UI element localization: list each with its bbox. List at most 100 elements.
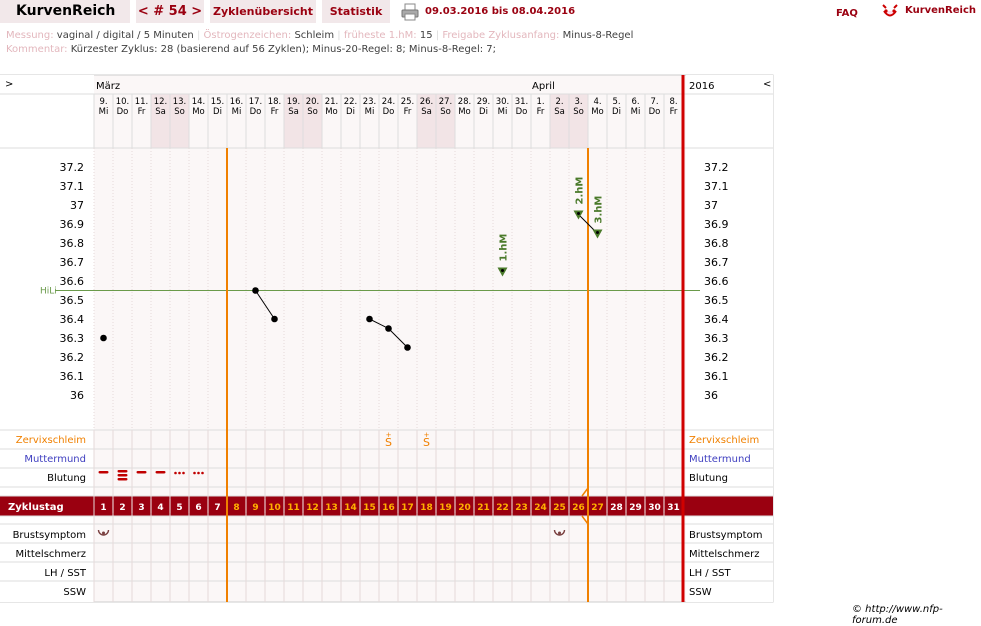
temp-tick-left: 37.1 bbox=[60, 180, 85, 193]
breast-symptom-icon bbox=[553, 529, 566, 536]
weekday-label: Do bbox=[117, 107, 129, 117]
bleeding-heavy bbox=[117, 474, 128, 477]
cycle-day-number: 21 bbox=[477, 503, 490, 513]
cycle-day-number: 19 bbox=[439, 503, 452, 513]
prev-cycle-button[interactable]: > bbox=[5, 79, 13, 90]
day-number: 28. bbox=[458, 97, 472, 107]
cycle-overview-tab[interactable]: Zyklenübersicht bbox=[210, 0, 316, 23]
faq-link[interactable]: FAQ bbox=[836, 8, 858, 19]
temp-tick-right: 36.8 bbox=[704, 237, 729, 250]
weekday-label: Di bbox=[612, 107, 621, 117]
day-number: 5. bbox=[612, 97, 620, 107]
weekday-label: Fr bbox=[537, 107, 545, 117]
date-range: 09.03.2016 bis 08.04.2016 bbox=[425, 6, 576, 17]
weekday-label: Sa bbox=[155, 107, 166, 117]
higher-measurement-label: 3.hM bbox=[594, 196, 605, 224]
cycle-day-number: 2 bbox=[119, 503, 125, 513]
weekday-label: Fr bbox=[670, 107, 678, 117]
day-number: 12. bbox=[154, 97, 168, 107]
cycle-day-number: 13 bbox=[325, 503, 338, 513]
cycle-day-number: 5 bbox=[176, 503, 182, 513]
kommentar-value: Kürzester Zyklus: 28 (basierend auf 56 Z… bbox=[70, 44, 496, 55]
weekday-label: Mi bbox=[498, 107, 508, 117]
weekday-label: Fr bbox=[138, 107, 146, 117]
day-number: 27. bbox=[439, 97, 453, 107]
temp-tick-left: 36.7 bbox=[60, 256, 85, 269]
breast-symptom-dot bbox=[558, 531, 561, 535]
ssw-label: SSW bbox=[63, 587, 86, 598]
freigabe-label: Freigabe Zyklusanfang: bbox=[442, 30, 560, 41]
day-number: 11. bbox=[135, 97, 149, 107]
cycle-day-number: 28 bbox=[610, 503, 623, 513]
temp-tick-right: 36.2 bbox=[704, 351, 729, 364]
higher-measurement-label: 1.hM bbox=[499, 234, 510, 262]
hm-value: 15 bbox=[419, 30, 433, 41]
cycle-day-number: 12 bbox=[306, 503, 319, 513]
logo-text[interactable]: KurvenReich bbox=[905, 5, 977, 16]
bleeding-heavy bbox=[117, 470, 128, 473]
chart-frame bbox=[0, 74, 774, 603]
weekday-label: Fr bbox=[271, 107, 279, 117]
print-icon[interactable] bbox=[401, 3, 419, 21]
brustsymptom-label-right: Brustsymptom bbox=[689, 530, 762, 541]
hm-label: früheste 1.hM: bbox=[343, 30, 417, 41]
weekday-label: So bbox=[573, 107, 584, 117]
day-number: 20. bbox=[306, 97, 320, 107]
weekend-shade bbox=[550, 94, 569, 148]
temp-tick-left: 36.4 bbox=[60, 313, 85, 326]
next-cycle-button[interactable]: < bbox=[763, 79, 771, 90]
zervix-label: Zervixschleim bbox=[16, 435, 86, 446]
blutung-label: Blutung bbox=[47, 473, 86, 484]
statistics-tab[interactable]: Statistik bbox=[322, 0, 390, 23]
cycle-day-number: 18 bbox=[420, 503, 433, 513]
kurvenreich-logo-icon bbox=[880, 2, 900, 20]
day-number: 9. bbox=[99, 97, 107, 107]
weekday-label: Mi bbox=[232, 107, 242, 117]
limit-chevron bbox=[581, 487, 589, 525]
cycle-day-number: 8 bbox=[233, 503, 239, 513]
info-line-1: Messung: vaginal / digital / 5 Minuten |… bbox=[6, 30, 634, 41]
day-number: 16. bbox=[230, 97, 244, 107]
cycle-day-number: 22 bbox=[496, 503, 509, 513]
higher-measurement-dot bbox=[577, 212, 580, 215]
temp-tick-right: 36.9 bbox=[704, 218, 729, 231]
weekend-shade bbox=[417, 94, 436, 148]
oestrogen-label: Östrogenzeichen: bbox=[203, 30, 292, 41]
lh-sst-label-right: LH / SST bbox=[689, 568, 732, 579]
cycle-nav-button[interactable]: < # 54 > bbox=[136, 0, 204, 23]
temp-tick-left: 36.6 bbox=[60, 275, 85, 288]
bleeding-spotting bbox=[182, 471, 185, 475]
cycle-day-number: 15 bbox=[363, 503, 376, 513]
breast-symptom-dot bbox=[102, 531, 105, 535]
cycle-day-number: 16 bbox=[382, 503, 395, 513]
day-number: 30. bbox=[496, 97, 510, 107]
temp-tick-right: 37.2 bbox=[704, 161, 729, 174]
cycle-day-number: 7 bbox=[214, 503, 220, 513]
bleeding-spotting bbox=[178, 471, 181, 475]
cycle-day-number: 14 bbox=[344, 503, 357, 513]
day-number: 15. bbox=[211, 97, 225, 107]
weekday-label: Do bbox=[516, 107, 528, 117]
weekend-shade bbox=[170, 94, 189, 148]
bleeding-medium bbox=[136, 471, 147, 474]
bleeding-spotting bbox=[174, 471, 177, 475]
temperature-point bbox=[100, 334, 107, 342]
temp-tick-left: 36.2 bbox=[60, 351, 85, 364]
lh-sst-label: LH / SST bbox=[44, 568, 87, 579]
temperature-point bbox=[271, 315, 278, 323]
temp-tick-right: 36.1 bbox=[704, 370, 729, 383]
temperature-point bbox=[252, 287, 259, 294]
weekday-label: Do bbox=[649, 107, 661, 117]
muttermund-label-right: Muttermund bbox=[689, 454, 751, 465]
day-number: 10. bbox=[116, 97, 130, 107]
bleeding-heavy bbox=[117, 478, 128, 481]
weekend-shade bbox=[303, 94, 322, 148]
temp-tick-right: 36.7 bbox=[704, 256, 729, 269]
cycle-day-number: 23 bbox=[515, 503, 528, 513]
weekday-label: Sa bbox=[288, 107, 299, 117]
cycle-day-number: 4 bbox=[157, 503, 163, 513]
temp-tick-right: 36.3 bbox=[704, 332, 729, 345]
weekday-label: Mo bbox=[325, 107, 338, 117]
ssw-label-right: SSW bbox=[689, 587, 712, 598]
day-number: 8. bbox=[669, 97, 677, 107]
